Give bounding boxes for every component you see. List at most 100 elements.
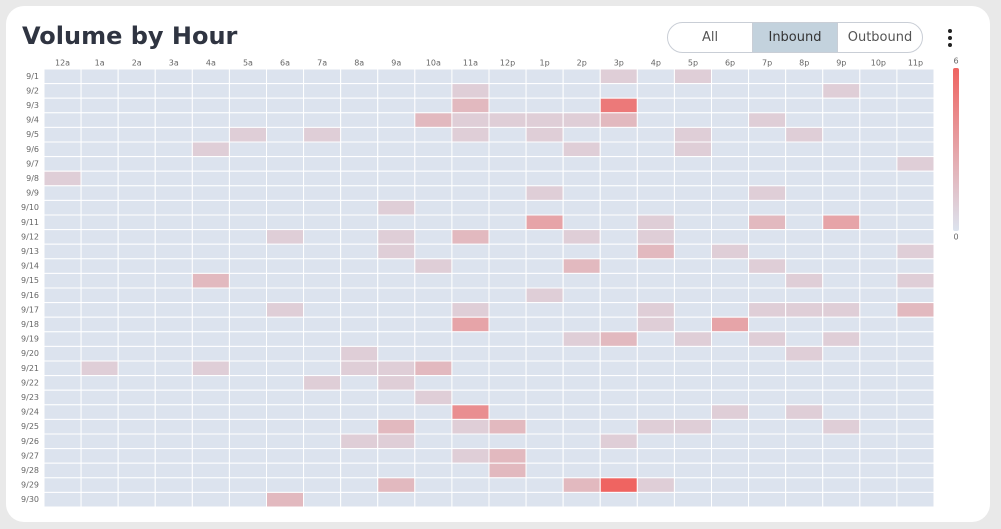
cell [303, 477, 342, 493]
cell [859, 141, 898, 158]
cell [154, 156, 193, 172]
cell [117, 389, 156, 406]
tab-group: All Inbound Outbound [667, 22, 923, 53]
cell [266, 156, 305, 172]
cell [748, 448, 787, 464]
cell [859, 389, 898, 406]
cell [266, 462, 305, 479]
cell [228, 491, 268, 508]
cell [451, 229, 490, 245]
cell [488, 214, 527, 231]
cell [822, 491, 861, 508]
cell [80, 199, 119, 216]
cell [154, 316, 193, 333]
cell [228, 97, 268, 114]
cell [562, 404, 601, 420]
cell [822, 331, 861, 347]
cell [117, 316, 156, 333]
cell [340, 272, 379, 289]
cell [748, 199, 787, 216]
cell [525, 345, 564, 362]
cell [43, 97, 82, 114]
cell [377, 229, 416, 245]
cell [303, 375, 342, 391]
cell [266, 243, 305, 260]
cell [117, 170, 156, 187]
cell [340, 345, 379, 362]
cell [896, 97, 935, 114]
more-menu[interactable] [940, 28, 960, 48]
cell [673, 126, 713, 143]
cell [859, 375, 898, 391]
cell [748, 462, 787, 479]
cell [266, 185, 305, 201]
cell [599, 418, 638, 435]
cell [414, 491, 453, 508]
cell [266, 491, 305, 508]
cell [599, 156, 638, 172]
tab[interactable]: Inbound [752, 23, 837, 52]
cell [636, 316, 675, 333]
cell [673, 112, 713, 128]
cell [896, 170, 935, 187]
cell [303, 448, 342, 464]
cell [43, 287, 82, 304]
cell [748, 229, 787, 245]
cell [599, 375, 638, 391]
y-tick-label: 9/3 [26, 101, 39, 110]
cell [451, 462, 490, 479]
x-tick-label: 7a [317, 59, 327, 68]
cell [117, 97, 156, 114]
cell [377, 404, 416, 420]
cell [154, 433, 193, 450]
cell [673, 287, 713, 304]
cell [80, 477, 119, 493]
cell [785, 214, 824, 231]
tab[interactable]: Outbound [837, 23, 922, 52]
tab[interactable]: All [701, 30, 719, 45]
cell [266, 360, 305, 377]
cell [525, 243, 564, 260]
cell [451, 185, 490, 201]
cell [80, 214, 119, 231]
cell [785, 316, 824, 333]
cell [562, 97, 601, 114]
cell [711, 418, 750, 435]
cell [414, 258, 453, 274]
cell [859, 185, 898, 201]
cell [488, 170, 527, 187]
cell [636, 433, 675, 450]
cell [228, 83, 268, 99]
colorbar-tick-label: 6 [953, 57, 958, 66]
cell [896, 112, 935, 128]
cell [117, 243, 156, 260]
cell [228, 243, 268, 260]
cell [414, 126, 453, 143]
cell [228, 448, 268, 464]
x-tick-label: 4p [651, 59, 661, 68]
cell [859, 302, 898, 318]
cell [340, 375, 379, 391]
cell [451, 272, 490, 289]
y-tick-label: 9/1 [26, 72, 39, 81]
cell [785, 345, 824, 362]
cell [303, 112, 342, 128]
cell [451, 214, 490, 231]
cell [525, 156, 564, 172]
cell [228, 345, 268, 362]
cell [785, 243, 824, 260]
cell [414, 389, 453, 406]
cell [525, 199, 564, 216]
cell [673, 345, 713, 362]
cell [266, 272, 305, 289]
cell [414, 477, 453, 493]
cell [451, 404, 490, 420]
cell [785, 331, 824, 347]
cell [43, 272, 82, 289]
cell [748, 491, 787, 508]
cell [859, 243, 898, 260]
cell [636, 418, 675, 435]
cell [562, 83, 601, 99]
cell [711, 214, 750, 231]
cell [303, 243, 342, 260]
